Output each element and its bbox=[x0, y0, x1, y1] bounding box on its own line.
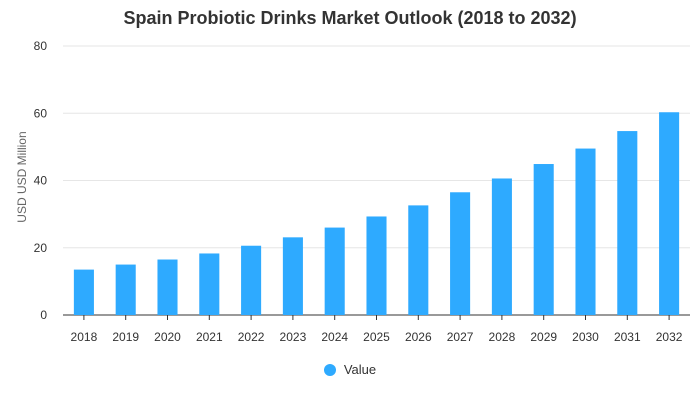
bar bbox=[282, 237, 303, 315]
bar bbox=[408, 205, 429, 315]
y-tick-label: 0 bbox=[40, 308, 47, 322]
y-tick-label: 40 bbox=[34, 174, 48, 188]
y-tick-label: 20 bbox=[34, 241, 48, 255]
bar bbox=[533, 164, 554, 315]
bar bbox=[115, 264, 136, 315]
x-tick-label: 2023 bbox=[280, 330, 307, 344]
bar bbox=[575, 148, 596, 315]
x-tick-label: 2029 bbox=[530, 330, 557, 344]
bar bbox=[324, 227, 345, 315]
x-tick-label: 2028 bbox=[489, 330, 516, 344]
bar bbox=[157, 259, 178, 315]
x-tick-label: 2022 bbox=[238, 330, 265, 344]
chart-legend: Value bbox=[0, 362, 700, 377]
x-tick-label: 2020 bbox=[154, 330, 181, 344]
x-tick-label: 2026 bbox=[405, 330, 432, 344]
x-tick-label: 2032 bbox=[656, 330, 683, 344]
legend-label: Value bbox=[343, 362, 377, 377]
x-tick-label: 2021 bbox=[196, 330, 223, 344]
y-tick-label: 60 bbox=[34, 106, 48, 120]
legend-marker bbox=[323, 363, 336, 376]
bar bbox=[659, 112, 680, 316]
x-tick-label: 2025 bbox=[363, 330, 390, 344]
bar bbox=[617, 131, 638, 315]
x-tick-label: 2027 bbox=[447, 330, 474, 344]
x-tick-label: 2019 bbox=[112, 330, 139, 344]
bar bbox=[491, 178, 512, 315]
x-tick-label: 2030 bbox=[572, 330, 599, 344]
bar bbox=[241, 245, 262, 315]
x-tick-label: 2024 bbox=[321, 330, 348, 344]
bar bbox=[366, 216, 387, 315]
x-tick-label: 2031 bbox=[614, 330, 641, 344]
y-tick-label: 80 bbox=[34, 39, 48, 53]
bar bbox=[450, 192, 471, 315]
x-tick-label: 2018 bbox=[71, 330, 98, 344]
bar bbox=[73, 269, 94, 315]
chart-title: Spain Probiotic Drinks Market Outlook (2… bbox=[123, 8, 577, 28]
bar bbox=[199, 253, 220, 315]
